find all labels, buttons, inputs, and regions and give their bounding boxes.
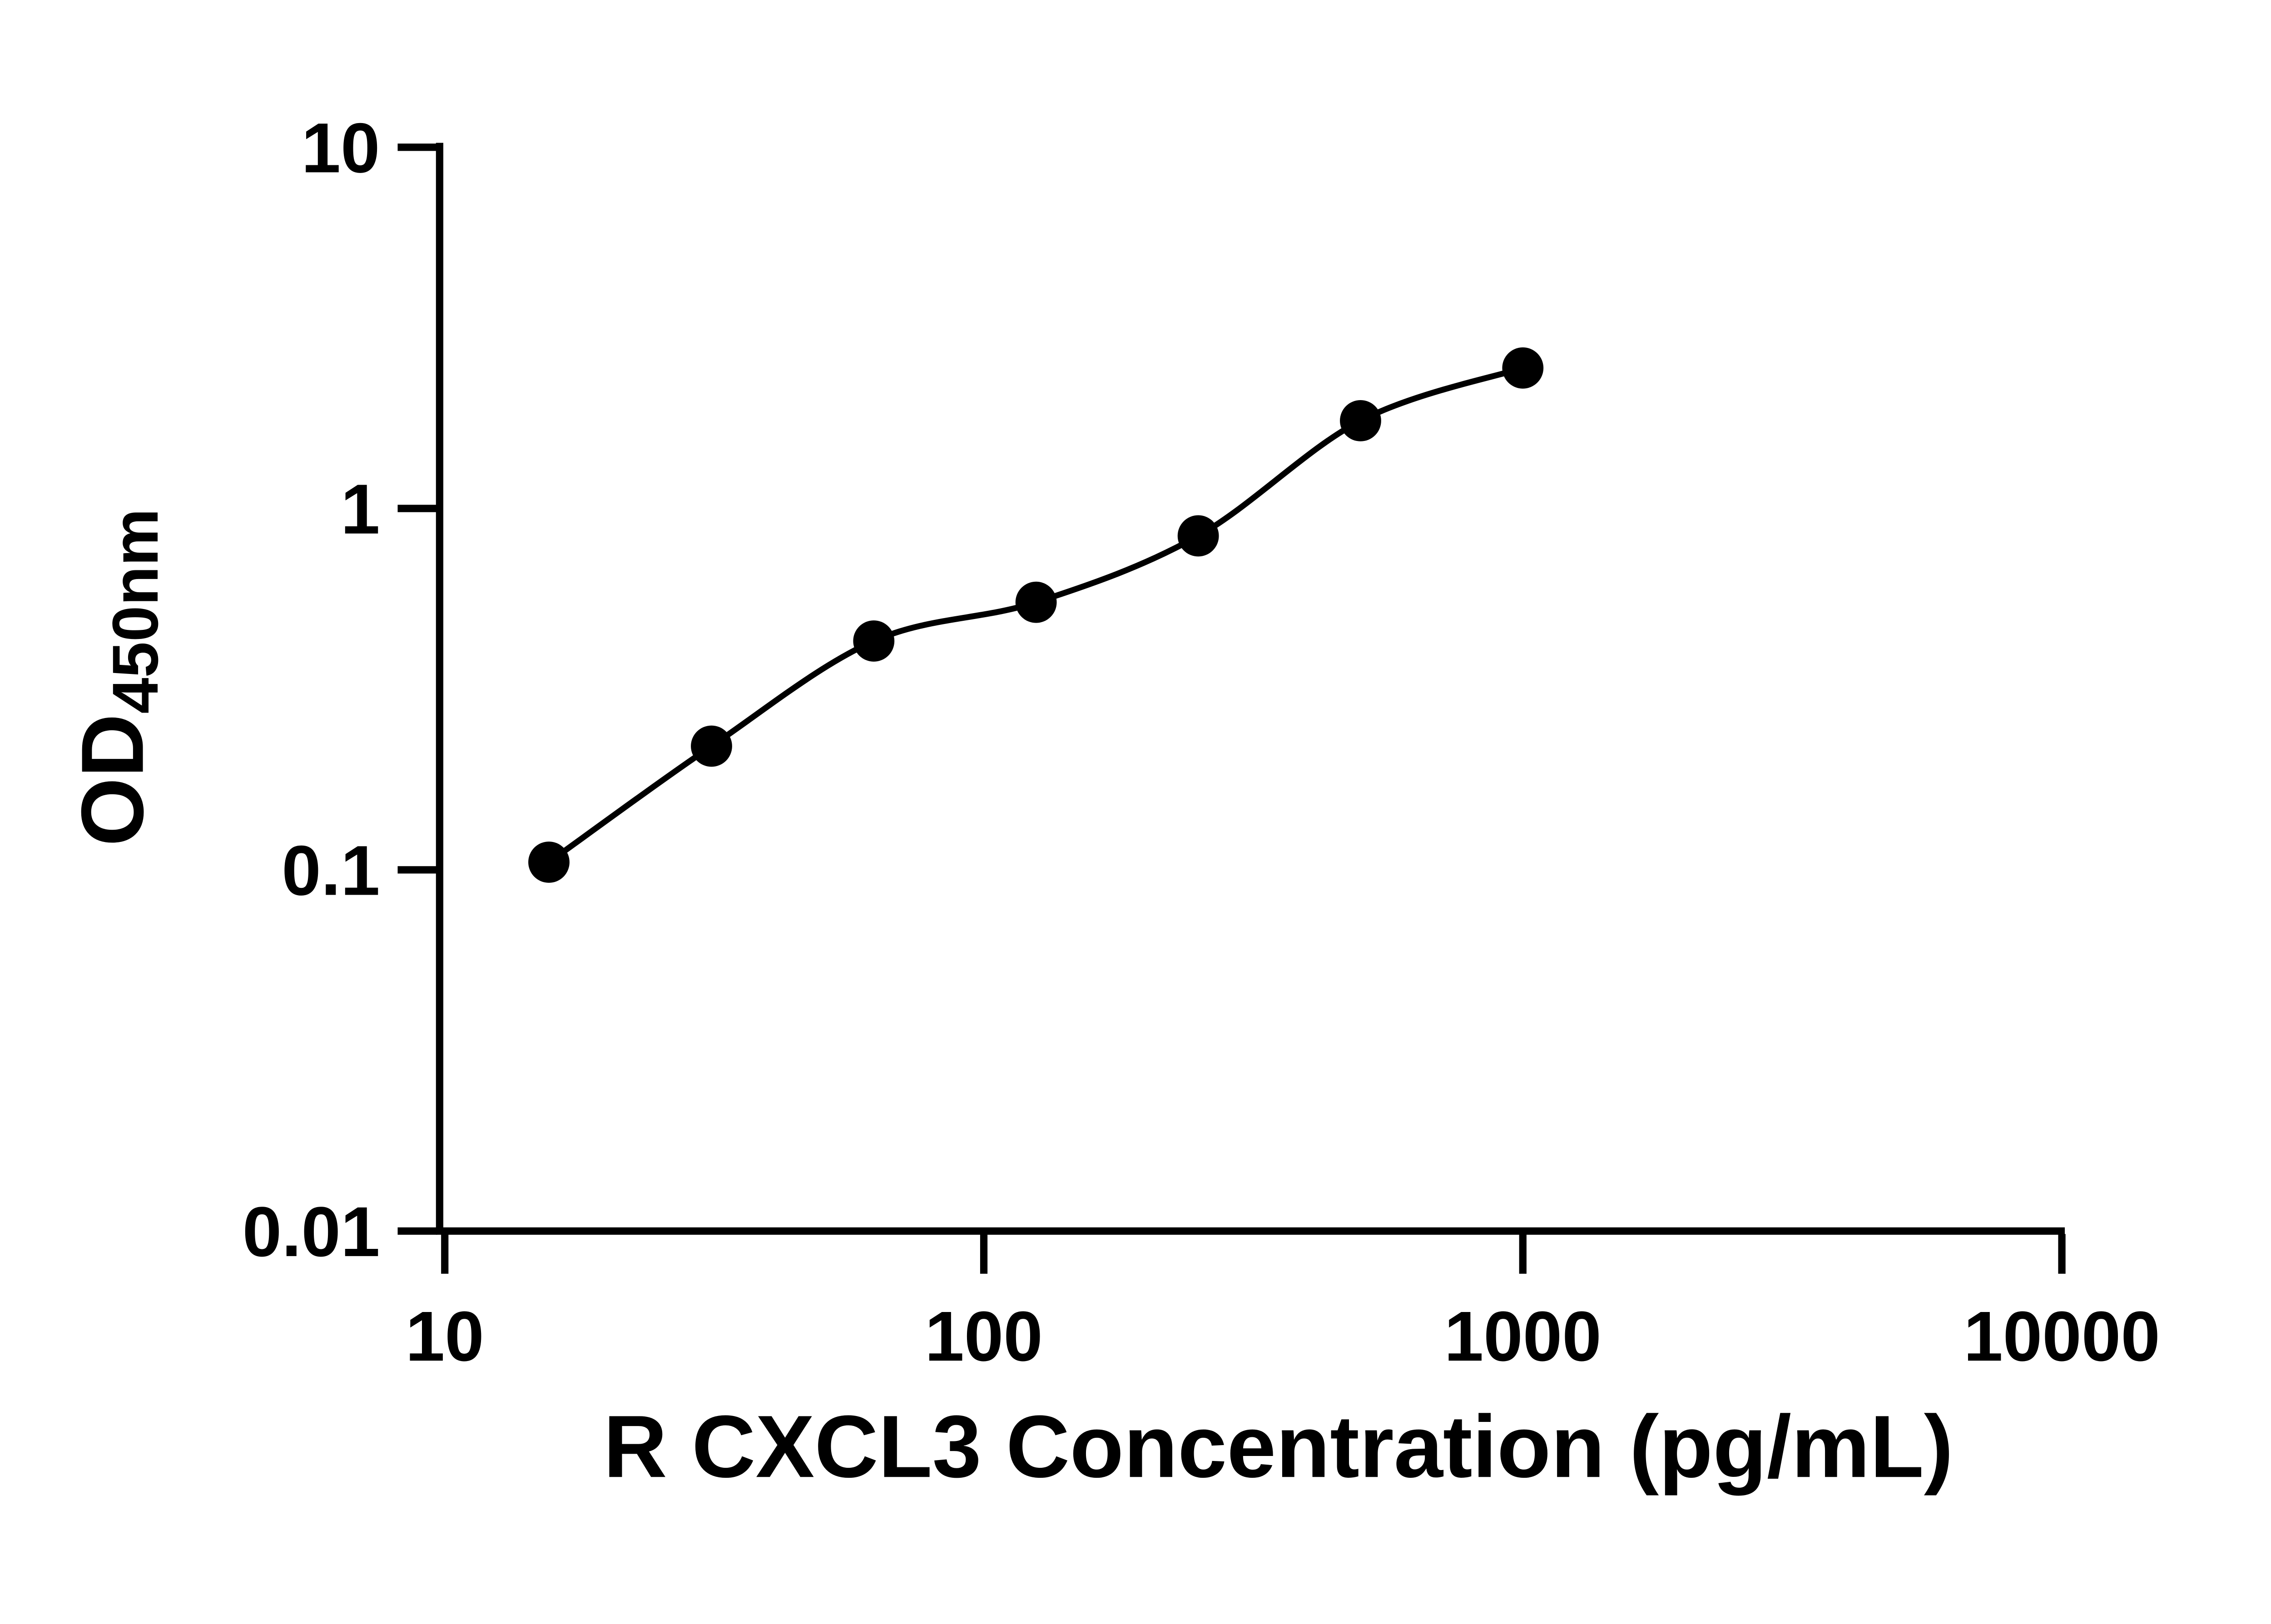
data-point	[853, 620, 895, 662]
data-point	[1502, 347, 1544, 389]
data-point	[1177, 515, 1219, 557]
data-point	[1015, 581, 1057, 623]
x-tick-label: 1000	[1444, 1297, 1602, 1376]
y-axis-title: OD450nm	[64, 509, 172, 847]
chart-canvas: 10 100 1000 10000 0.01 0.1 1 10 R CXCL3 Concentr…	[63, 108, 2160, 1496]
x-tick-label: 100	[925, 1297, 1043, 1376]
y-tick-label: 0.01	[243, 1192, 380, 1271]
data-point	[1340, 400, 1381, 441]
elisa-standard-curve-figure: 10 100 1000 10000 0.01 0.1 1 10 R CXCL3 Concentr…	[63, 108, 2160, 1496]
x-tick-label: 10000	[1964, 1297, 2160, 1376]
y-tick-label: 0.1	[282, 831, 380, 910]
x-tick-label: 10	[406, 1297, 484, 1376]
y-tick-label: 1	[341, 470, 380, 549]
data-point	[528, 842, 570, 883]
x-axis-title: R CXCL3 Concentration (pg/mL)	[603, 1397, 1953, 1496]
y-tick-label: 10	[301, 108, 380, 187]
data-point	[691, 725, 732, 767]
